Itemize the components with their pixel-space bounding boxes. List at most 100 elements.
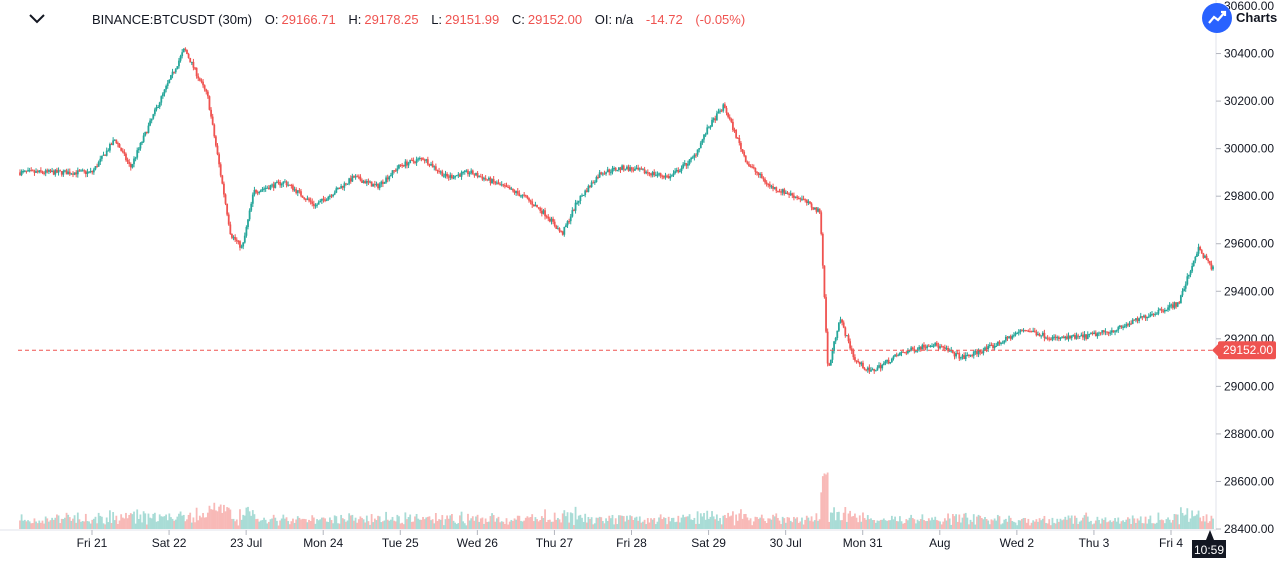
candle-body [377,184,379,189]
ohlc-legend: BINANCE:BTCUSDT (30m) O: 29166.71 H: 29178… [92,12,748,27]
volume-bar [805,515,808,529]
volume-bar [319,519,322,529]
price-axis[interactable]: 30600.0030400.0030200.0030000.0029800.00… [1216,0,1274,536]
candle-body [770,186,773,188]
volume-bar [479,518,482,529]
candle-body [319,200,322,203]
volume-bar [372,522,375,529]
volume-bar [284,518,286,529]
volume-bar [613,524,615,529]
volume-bar [690,519,693,529]
volume-bar [619,515,622,529]
candle-body [690,157,693,160]
volume-bar [886,520,888,529]
candle-body [60,171,63,175]
candle-body [97,161,100,167]
candle-body [993,346,996,349]
candle-body [874,370,877,372]
volume-bar [35,521,37,529]
volume-bar [179,511,182,529]
collapse-legend-button[interactable] [26,9,48,29]
volume-bar [918,521,921,529]
volume-bar [743,514,746,529]
volume-bar [343,519,346,529]
volume-bar [786,517,789,529]
volume-bar [672,517,675,529]
volume-bar [537,521,540,529]
volume-bar [934,516,937,529]
candle-body [725,107,728,113]
candle-body [202,81,204,86]
volume-bar [115,515,118,529]
candle-body [442,175,445,177]
candle-body [642,169,644,171]
volume-bar [550,521,553,529]
volume-bar [38,520,41,529]
candle-body [592,182,595,184]
volume-bar [483,523,485,529]
candle-body [1171,304,1174,308]
time-tick-label: Aug [929,536,950,550]
candle-body [247,219,249,227]
change-percent: (-0.05%) [695,12,746,27]
volume-bar [640,522,643,529]
volume-bar [1106,522,1108,529]
volume-bar [467,513,469,529]
candle-body [1173,302,1176,308]
candle-body [478,176,481,178]
volume-bar [141,522,143,529]
volume-bar [359,516,362,529]
candle-body [512,188,514,191]
candle-body [433,166,436,168]
candle-body [523,194,526,196]
candle-body [707,127,710,129]
volume-bar [518,515,521,529]
volume-bar [459,515,461,529]
volume-bar [497,516,500,529]
candle-body [1149,314,1152,317]
volume-bar [62,518,65,529]
volume-bar [728,516,731,529]
volume-bar [873,519,876,529]
candle-body [354,176,357,178]
volume-bar [131,514,134,529]
volume-bar [513,518,516,529]
volume-bar [417,518,420,529]
candle-body [43,172,45,174]
candle-body [1075,335,1078,339]
time-axis[interactable]: Fri 21 Sat 22 23 Jul Mon 24 Tue 25 Wed 26 Thu … [77,530,1184,550]
volume-bar [218,506,221,529]
candle-body [412,159,415,162]
candle-body [147,125,150,133]
volume-bar [1001,523,1004,529]
tradingview-logo[interactable]: Charts | [1202,3,1280,33]
candle-body [1186,276,1189,285]
candle-body [385,177,387,183]
volume-bar [314,523,317,529]
candle-body [765,182,768,184]
candle-body [508,187,511,190]
candle-body [279,182,282,186]
volume-bar [1086,516,1089,529]
candle-body [1199,246,1202,251]
candle-body [1147,316,1150,318]
volume-bar [210,509,212,529]
volume-bar [399,523,402,529]
volume-bar [471,516,474,529]
candle-body [658,173,660,175]
volume-bar [515,519,518,529]
symbol-label[interactable]: BINANCE:BTCUSDT (30m) [92,12,253,27]
volume-bar [831,512,834,529]
volume-bar [22,520,25,529]
volume-bar [465,525,468,529]
volume-bar [162,516,164,529]
volume-bar [28,521,31,529]
volume-bar [194,522,196,529]
volume-bar [253,514,256,529]
volume-bar [1176,514,1179,529]
volume-bar [977,514,980,529]
volume-bar [422,516,424,529]
volume-bar [264,519,267,529]
volume-bar [836,512,839,529]
